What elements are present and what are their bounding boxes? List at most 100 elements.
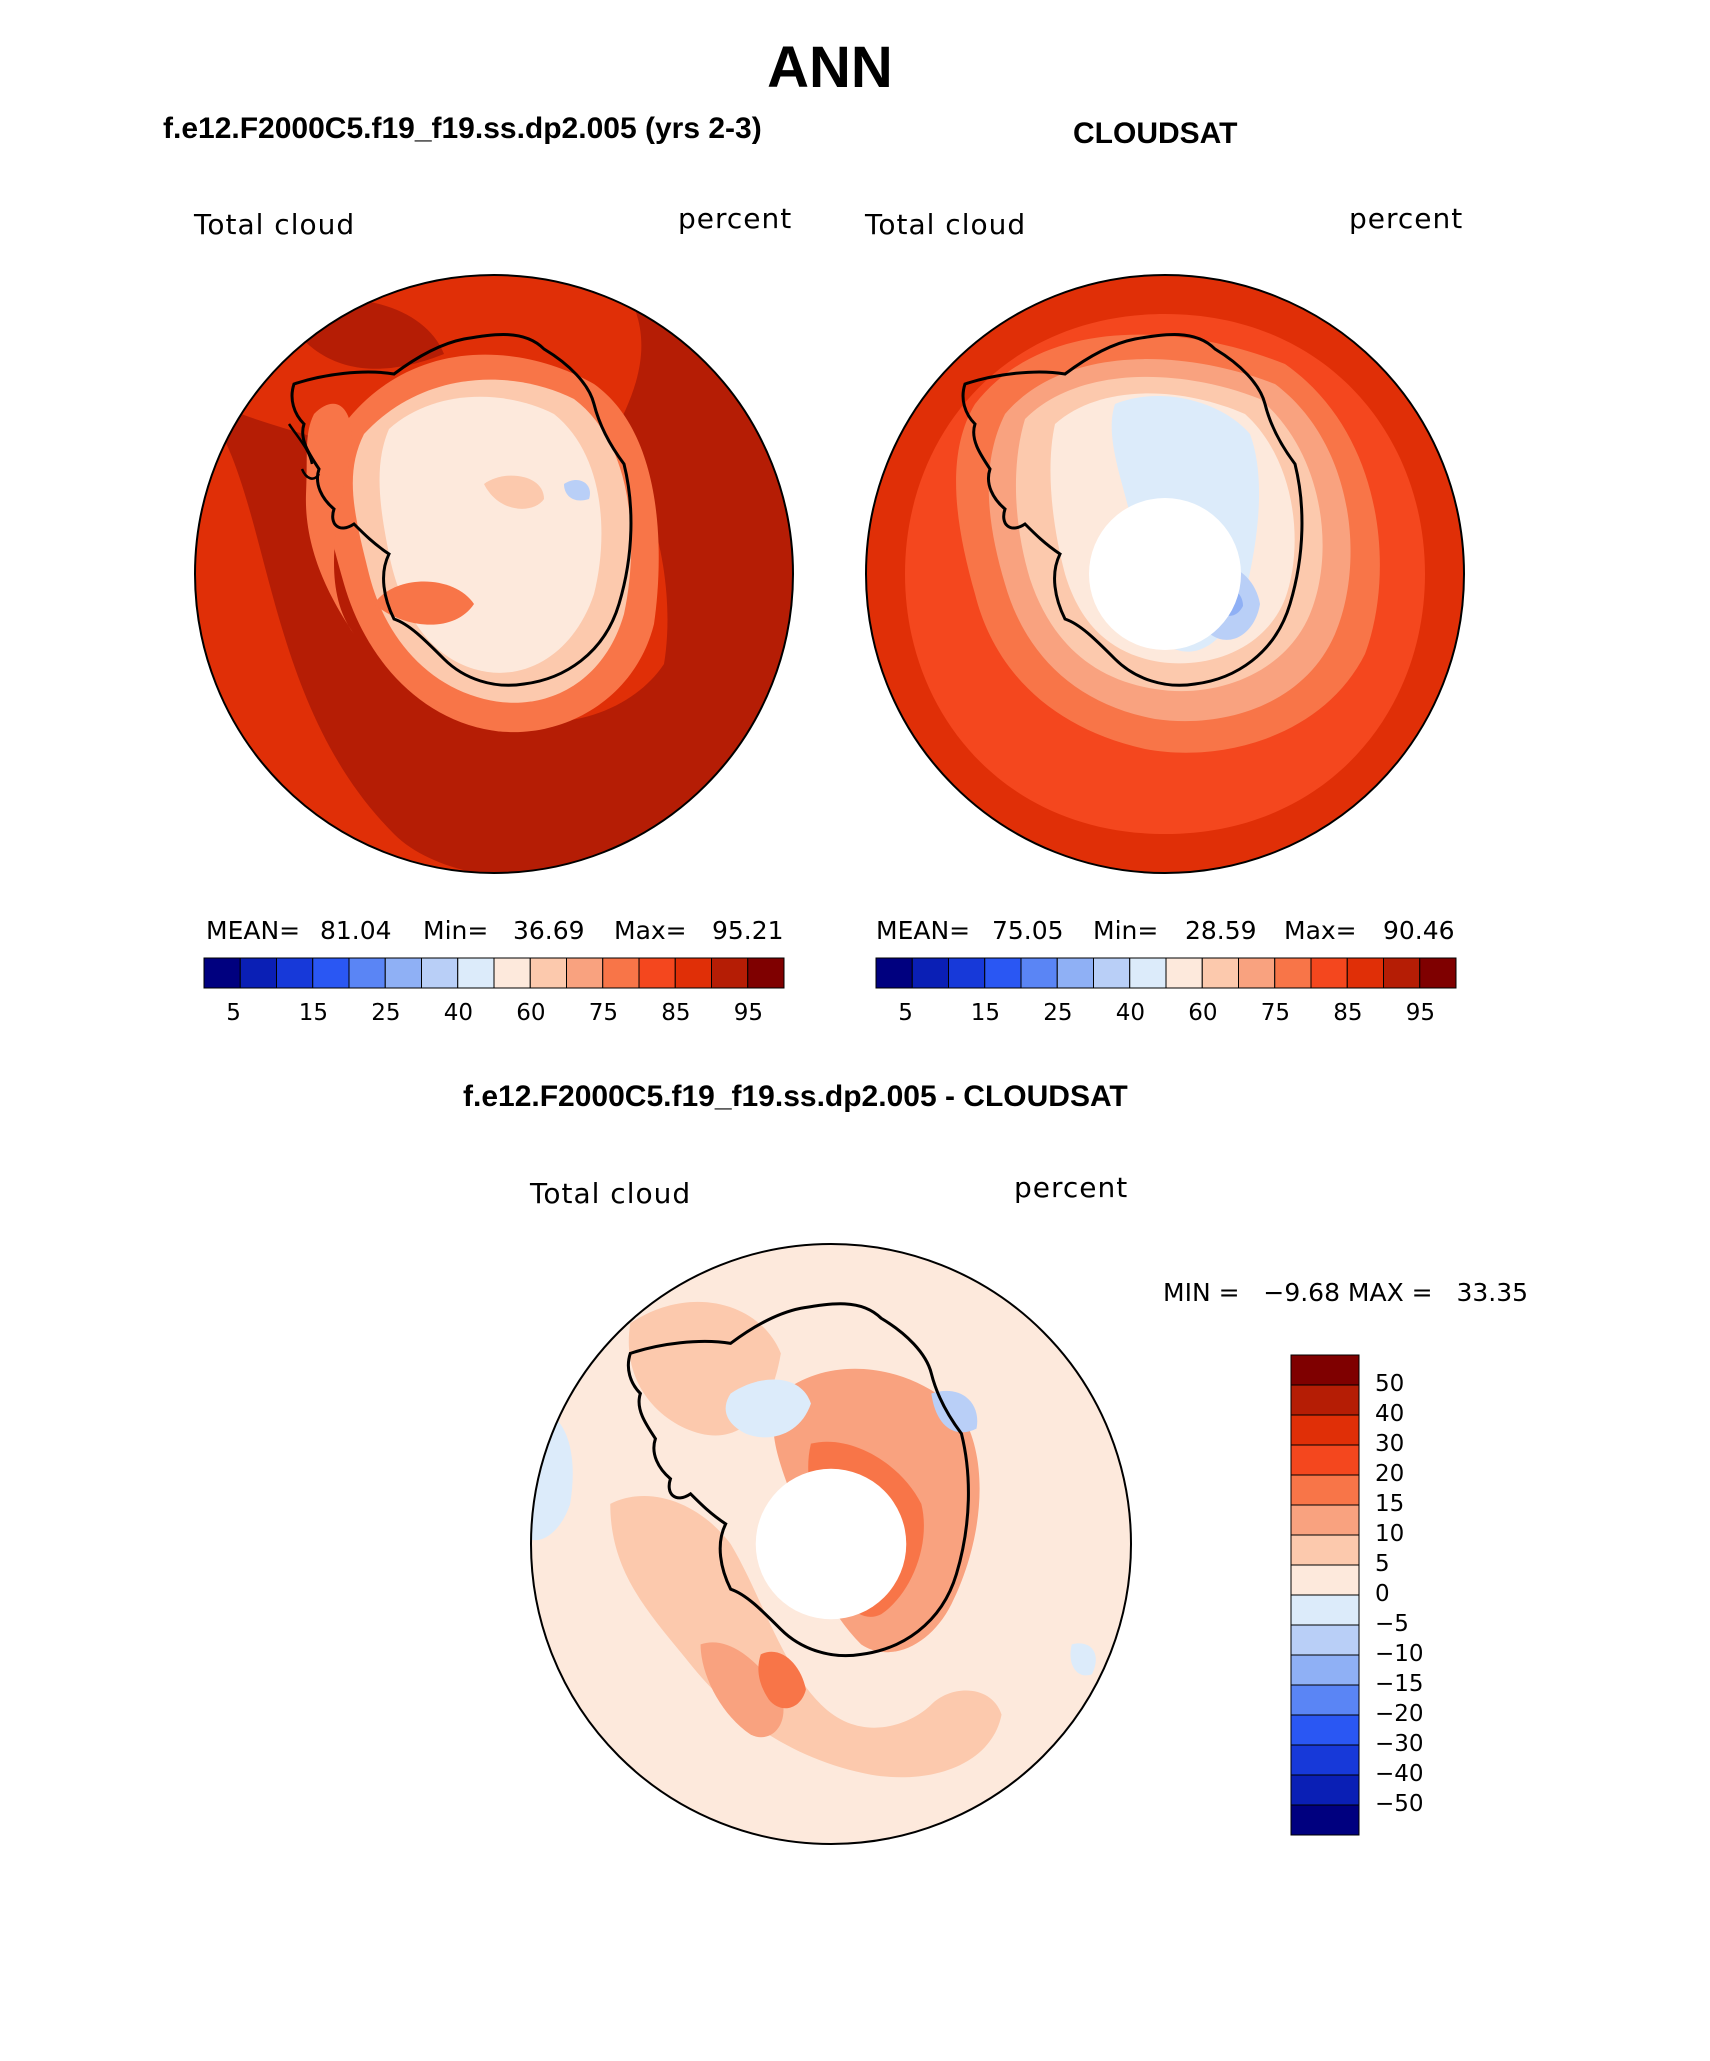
diff-heading: f.e12.F2000C5.f19_f19.ss.dp2.005 - CLOUD…	[463, 1080, 1128, 1113]
model-max-label: Max=	[614, 916, 687, 945]
colorbar-tick: 85	[1333, 1000, 1363, 1026]
model-heading: f.e12.F2000C5.f19_f19.ss.dp2.005 (yrs 2-…	[163, 112, 762, 145]
colorbar-swatch	[1201, 957, 1239, 989]
colorbar-tick: 25	[1043, 1000, 1073, 1026]
colorbar-tick: −50	[1375, 1791, 1424, 1817]
colorbar-tick: 60	[516, 1000, 546, 1026]
obs-mean-value: 75.05	[992, 916, 1064, 945]
model-antarctica-coastline	[290, 333, 633, 687]
colorbar-swatch	[1290, 1774, 1360, 1806]
colorbar-swatch	[674, 957, 712, 989]
colorbar-tick: −40	[1375, 1761, 1424, 1787]
colorbar-tick: 40	[1375, 1401, 1405, 1427]
obs-variable-label: Total cloud	[865, 208, 1027, 241]
colorbar-swatch	[1274, 957, 1312, 989]
diff-polar-map	[530, 1243, 1132, 1845]
colorbar-tick: −15	[1375, 1671, 1424, 1697]
colorbar-tick: 5	[226, 1000, 241, 1026]
obs-polar-gap	[1089, 498, 1241, 650]
model-polar-map	[194, 274, 794, 874]
colorbar-tick: 10	[1375, 1521, 1405, 1547]
colorbar-tick: 30	[1375, 1431, 1405, 1457]
colorbar-swatch	[1290, 1804, 1360, 1836]
colorbar-swatch	[1290, 1624, 1360, 1656]
colorbar-swatch	[493, 957, 531, 989]
obs-mean-label: MEAN=	[876, 916, 971, 945]
colorbar-tick: 15	[1375, 1491, 1405, 1517]
colorbar-tick: 40	[443, 1000, 474, 1026]
colorbar-tick: 15	[970, 1000, 1001, 1026]
colorbar-tick: 60	[1188, 1000, 1218, 1026]
obs-max-label: Max=	[1284, 916, 1357, 945]
obs-polar-map	[865, 274, 1465, 874]
obs-heading: CLOUDSAT	[1073, 117, 1238, 150]
colorbar-swatch	[1290, 1564, 1360, 1596]
diff-variable-label: Total cloud	[530, 1177, 692, 1210]
model-colorbar	[203, 957, 785, 989]
colorbar-swatch	[529, 957, 567, 989]
colorbar-swatch	[1290, 1474, 1360, 1506]
colorbar-tick: 5	[898, 1000, 913, 1026]
colorbar-swatch	[1290, 1444, 1360, 1476]
obs-max-value: 90.46	[1383, 916, 1455, 945]
colorbar-swatch	[1290, 1504, 1360, 1536]
model-min-label: Min=	[423, 916, 489, 945]
colorbar-swatch	[348, 957, 386, 989]
diff-colorbar-ticks: 50 40 30 20 15 10 5 0 −5 −10 −15 −20 −30…	[1375, 1355, 1495, 1835]
colorbar-tick: 95	[733, 1000, 764, 1026]
model-map-border	[194, 274, 794, 874]
colorbar-swatch	[384, 957, 422, 989]
colorbar-tick: 0	[1375, 1581, 1390, 1607]
colorbar-tick: 15	[298, 1000, 329, 1026]
colorbar-swatch	[312, 957, 350, 989]
colorbar-swatch	[984, 957, 1022, 989]
colorbar-tick: 50	[1375, 1371, 1405, 1397]
obs-colorbar-ticks: 5 15 25 40 60 75 85 95	[876, 1000, 1456, 1030]
obs-min-label: Min=	[1093, 916, 1159, 945]
model-colorbar-ticks: 5 15 25 40 60 75 85 95	[204, 1000, 784, 1030]
obs-min-value: 28.59	[1185, 916, 1257, 945]
colorbar-swatch	[1056, 957, 1094, 989]
colorbar-swatch	[566, 957, 604, 989]
colorbar-swatch	[1238, 957, 1276, 989]
diff-minmax: MIN = −9.68 MAX = 33.35	[1163, 1278, 1529, 1307]
diff-polar-gap	[755, 1468, 907, 1620]
colorbar-swatch	[948, 957, 986, 989]
colorbar-swatch	[1165, 957, 1203, 989]
model-units-label: percent	[678, 202, 793, 235]
colorbar-tick: 75	[588, 1000, 619, 1026]
model-mean-label: MEAN=	[206, 916, 301, 945]
diff-units-label: percent	[1014, 1171, 1129, 1204]
colorbar-tick: −30	[1375, 1731, 1424, 1757]
obs-units-label: percent	[1349, 202, 1464, 235]
model-field-high	[195, 275, 793, 873]
colorbar-swatch	[1290, 1654, 1360, 1686]
colorbar-swatch	[711, 957, 749, 989]
colorbar-swatch	[421, 957, 459, 989]
diff-colorbar	[1290, 1354, 1360, 1836]
colorbar-swatch	[1290, 1594, 1360, 1626]
model-min-value: 36.69	[513, 916, 585, 945]
colorbar-tick: 75	[1260, 1000, 1291, 1026]
colorbar-swatch	[1290, 1744, 1360, 1776]
colorbar-swatch	[1129, 957, 1167, 989]
colorbar-swatch	[1290, 1714, 1360, 1746]
colorbar-tick: 40	[1115, 1000, 1146, 1026]
colorbar-tick: −20	[1375, 1701, 1424, 1727]
colorbar-swatch	[1290, 1684, 1360, 1716]
colorbar-tick: 95	[1405, 1000, 1436, 1026]
colorbar-swatch	[1310, 957, 1348, 989]
colorbar-swatch	[1419, 957, 1457, 989]
colorbar-swatch	[1020, 957, 1058, 989]
colorbar-swatch	[276, 957, 314, 989]
colorbar-tick: −10	[1375, 1641, 1424, 1667]
colorbar-swatch	[203, 957, 241, 989]
colorbar-swatch	[1290, 1384, 1360, 1416]
colorbar-swatch	[911, 957, 949, 989]
colorbar-tick: 85	[661, 1000, 691, 1026]
model-variable-label: Total cloud	[194, 208, 356, 241]
model-max-value: 95.21	[712, 916, 784, 945]
colorbar-tick: −5	[1375, 1611, 1409, 1637]
colorbar-swatch	[638, 957, 676, 989]
diff-map-border	[530, 1243, 1132, 1845]
